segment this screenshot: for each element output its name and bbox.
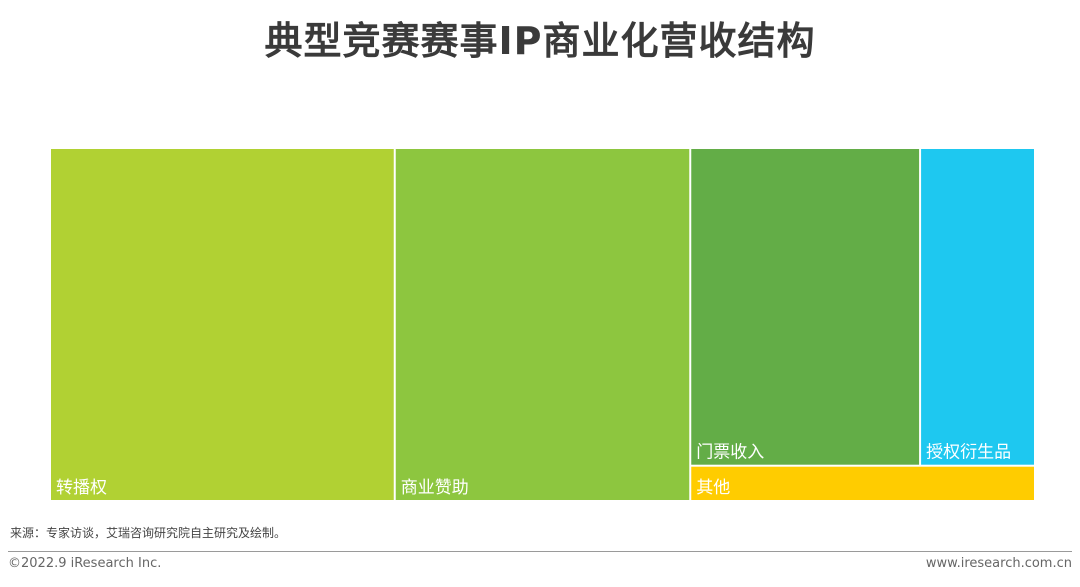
treemap-label-转播权: 转播权: [56, 478, 107, 498]
chart-title: 典型竞赛赛事IP商业化营收结构: [264, 19, 816, 63]
treemap-cell-门票收入: [691, 149, 920, 465]
website-link[interactable]: www.iresearch.com.cn: [925, 556, 1072, 571]
treemap-cell-授权衍生品: [921, 149, 1034, 465]
treemap-cell-其他: [691, 466, 1034, 500]
treemap-cell-转播权: [51, 149, 394, 500]
treemap-label-其他: 其他: [696, 478, 730, 498]
treemap-label-门票收入: 门票收入: [696, 443, 764, 463]
treemap-cell-商业赞助: [395, 149, 690, 500]
treemap-label-商业赞助: 商业赞助: [401, 478, 469, 498]
footer-divider: [8, 551, 1072, 552]
treemap-label-授权衍生品: 授权衍生品: [926, 443, 1011, 463]
source-note: 来源：专家访谈，艾瑞咨询研究院自主研究及绘制。: [10, 526, 287, 540]
copyright-text: ©2022.9 iResearch Inc.: [8, 556, 162, 571]
